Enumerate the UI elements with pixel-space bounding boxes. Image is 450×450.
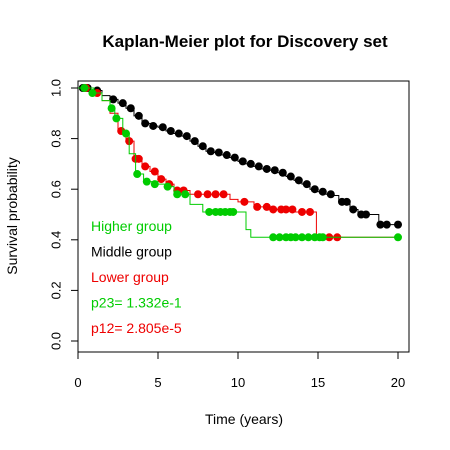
- censor-point: [220, 190, 228, 198]
- censor-point: [88, 89, 96, 97]
- censor-point: [183, 132, 191, 140]
- censor-point: [394, 233, 402, 241]
- censor-point: [319, 188, 327, 196]
- censor-point: [191, 137, 199, 145]
- censor-point: [263, 165, 271, 173]
- censor-point: [149, 122, 157, 130]
- censor-point: [194, 190, 202, 198]
- censor-point: [223, 151, 231, 159]
- censor-point: [159, 123, 167, 131]
- censor-point: [303, 180, 311, 188]
- censor-point: [122, 130, 130, 138]
- legend: Higher group Middle group Lower group p23= …: [91, 218, 182, 336]
- censor-point: [287, 173, 295, 181]
- x-tick-label: 10: [231, 375, 245, 390]
- censor-point: [319, 233, 327, 241]
- censor-point: [240, 198, 248, 206]
- series-middle-group: [78, 84, 402, 229]
- censor-point: [253, 203, 261, 211]
- censor-point: [207, 147, 215, 155]
- x-tick-label: 15: [311, 375, 325, 390]
- censor-point: [80, 84, 88, 92]
- y-tick-label: 0.0: [48, 332, 63, 350]
- legend-entry: p12= 2.805e-5: [91, 320, 182, 336]
- censor-point: [112, 114, 120, 122]
- survival-curve: [78, 88, 398, 237]
- censor-point: [141, 119, 149, 127]
- censor-point: [298, 208, 306, 216]
- censor-point: [306, 208, 314, 216]
- censor-point: [164, 183, 172, 191]
- legend-entry: Higher group: [91, 218, 172, 234]
- censor-point: [362, 211, 370, 219]
- y-tick-label: 0.8: [48, 130, 63, 148]
- censor-point: [199, 142, 207, 150]
- censor-point: [255, 162, 263, 170]
- censor-point: [271, 166, 279, 174]
- censor-point: [141, 162, 149, 170]
- censor-point: [279, 169, 287, 177]
- y-tick-label: 0.6: [48, 180, 63, 198]
- censor-point: [143, 178, 151, 186]
- y-tick-label: 0.4: [48, 231, 63, 249]
- axes: 0 5 10 15 20 0.0 0.2 0.4 0.6 0.8 1.0: [48, 79, 405, 390]
- censor-point: [269, 205, 277, 213]
- censor-point: [151, 167, 159, 175]
- censor-point: [108, 104, 116, 112]
- censor-point: [295, 176, 303, 184]
- legend-entry: p23= 1.332e-1: [91, 295, 182, 311]
- censor-point: [127, 104, 135, 112]
- censor-point: [181, 190, 189, 198]
- censor-point: [247, 160, 255, 168]
- x-tick-label: 0: [74, 375, 81, 390]
- x-tick-label: 20: [391, 375, 405, 390]
- censor-point: [343, 198, 351, 206]
- censor-point: [133, 170, 141, 178]
- censor-point: [204, 190, 212, 198]
- censor-point: [288, 205, 296, 213]
- chart-title: Kaplan-Meier plot for Discovery set: [102, 32, 388, 51]
- censor-point: [394, 221, 402, 229]
- legend-entry: Middle group: [91, 244, 172, 260]
- survival-curve: [78, 88, 398, 237]
- censor-point: [349, 205, 357, 213]
- y-tick-label: 0.2: [48, 281, 63, 299]
- censor-point: [151, 180, 159, 188]
- censor-point: [327, 190, 335, 198]
- censor-point: [311, 185, 319, 193]
- censor-point: [239, 157, 247, 165]
- censor-point: [119, 99, 127, 107]
- y-tick-label: 1.0: [48, 79, 63, 97]
- censor-point: [215, 149, 223, 157]
- censor-point: [175, 130, 183, 138]
- x-axis-title: Time (years): [205, 411, 283, 427]
- censor-point: [231, 154, 239, 162]
- censor-point: [229, 208, 237, 216]
- y-axis-title: Survival probability: [4, 157, 20, 275]
- censor-point: [212, 190, 220, 198]
- legend-entry: Lower group: [91, 269, 169, 285]
- censor-point: [173, 190, 181, 198]
- censor-point: [167, 127, 175, 135]
- censor-point: [383, 221, 391, 229]
- x-tick-label: 5: [154, 375, 161, 390]
- censor-point: [135, 112, 143, 120]
